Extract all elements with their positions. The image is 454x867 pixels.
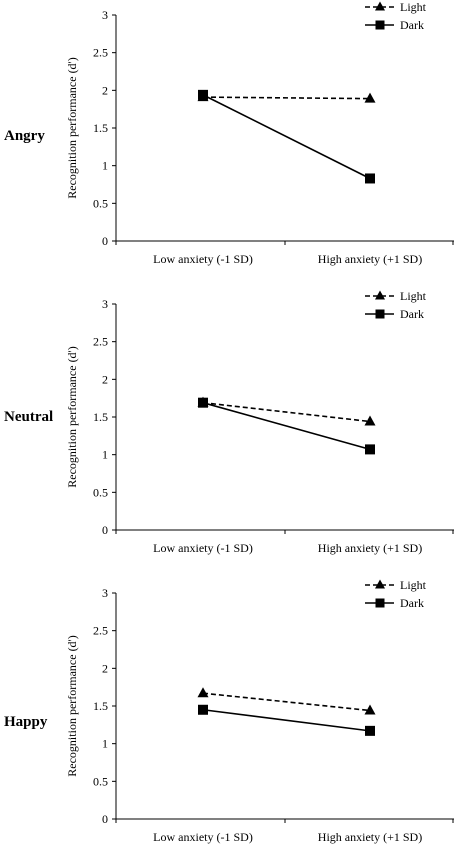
legend-label-light: Light	[400, 289, 427, 303]
panel-label: Angry	[4, 128, 45, 144]
legend-label-dark: Dark	[400, 307, 424, 321]
x-tick-label: Low anxiety (-1 SD)	[153, 252, 253, 266]
x-tick-label: High anxiety (+1 SD)	[318, 252, 422, 266]
y-tick-label: 2.5	[93, 335, 108, 349]
series-line-dark	[202, 94, 371, 180]
chart-panel-neutral: Neutral 0 0.5 1 1.5 2 2.5 3 Low anxiety (-1 SD)…	[0, 289, 454, 578]
series-line-light	[202, 401, 371, 423]
y-tick-label: 1.5	[93, 410, 108, 424]
legend-marker-light	[375, 290, 385, 300]
legend-label-dark: Dark	[400, 596, 424, 610]
y-tick-label: 1	[102, 159, 108, 173]
data-point-dark	[198, 89, 208, 100]
y-tick-label: 3	[102, 8, 108, 22]
y-tick-label: 0	[102, 523, 108, 537]
y-axis-label: Recognition performance (d')	[65, 57, 79, 198]
y-tick-label: 0	[102, 812, 108, 826]
x-tick-label: Low anxiety (-1 SD)	[153, 541, 253, 555]
chart-panel-happy: Happy 0 0.5 1 1.5 2 2.5 3 Low anxiety (-1 SD) Hi…	[0, 578, 454, 867]
panel-label: Happy	[4, 714, 48, 730]
legend-marker-light	[375, 1, 385, 11]
x-tick-label: High anxiety (+1 SD)	[318, 830, 422, 844]
chart-svg: 0 0.5 1 1.5 2 2.5 3 Low anxiety (-1 SD) High anx…	[65, 0, 454, 266]
chart-svg: 0 0.5 1 1.5 2 2.5 3 Low anxiety (-1 SD) High anx…	[65, 289, 454, 555]
y-tick-label: 1	[102, 737, 108, 751]
data-point-dark	[365, 173, 375, 184]
x-tick-label: High anxiety (+1 SD)	[318, 541, 422, 555]
y-axis-label: Recognition performance (d')	[65, 346, 79, 487]
y-tick-label: 2	[102, 372, 108, 386]
x-tick-label: Low anxiety (-1 SD)	[153, 830, 253, 844]
legend-marker-dark	[375, 598, 385, 608]
chart-svg: 0 0.5 1 1.5 2 2.5 3 Low anxiety (-1 SD) High anx…	[65, 578, 454, 844]
y-tick-label: 1.5	[93, 699, 108, 713]
series-line-light	[202, 96, 371, 100]
data-point-dark	[198, 397, 208, 408]
y-tick-label: 2	[102, 83, 108, 97]
y-tick-label: 0.5	[93, 196, 108, 210]
legend-label-light: Light	[400, 0, 427, 14]
data-point-light	[197, 687, 209, 698]
data-point-light	[364, 92, 376, 103]
y-tick-label: 0	[102, 234, 108, 248]
series-line-dark	[202, 708, 371, 732]
data-point-dark	[365, 444, 375, 455]
legend-marker-dark	[375, 309, 385, 319]
legend-label-dark: Dark	[400, 18, 424, 32]
y-tick-label: 2.5	[93, 46, 108, 60]
series-line-dark	[202, 401, 371, 451]
y-tick-label: 3	[102, 297, 108, 311]
y-tick-label: 2.5	[93, 624, 108, 638]
data-point-dark	[198, 704, 208, 715]
y-axis-label: Recognition performance (d')	[65, 635, 79, 776]
data-point-dark	[365, 725, 375, 736]
y-tick-label: 0.5	[93, 774, 108, 788]
y-tick-label: 0.5	[93, 485, 108, 499]
y-tick-label: 3	[102, 586, 108, 600]
y-tick-label: 1	[102, 448, 108, 462]
legend-marker-dark	[375, 20, 385, 30]
series-line-light	[202, 692, 371, 712]
legend-marker-light	[375, 579, 385, 589]
y-tick-label: 2	[102, 661, 108, 675]
y-tick-label: 1.5	[93, 121, 108, 135]
data-point-light	[364, 704, 376, 715]
legend-label-light: Light	[400, 578, 427, 592]
panel-label: Neutral	[4, 409, 54, 425]
chart-panel-angry: Angry 0 0.5 1 1.5 2 2.5 3 Low anxiety (-1 SD) Hi…	[0, 0, 454, 289]
data-point-light	[364, 415, 376, 426]
